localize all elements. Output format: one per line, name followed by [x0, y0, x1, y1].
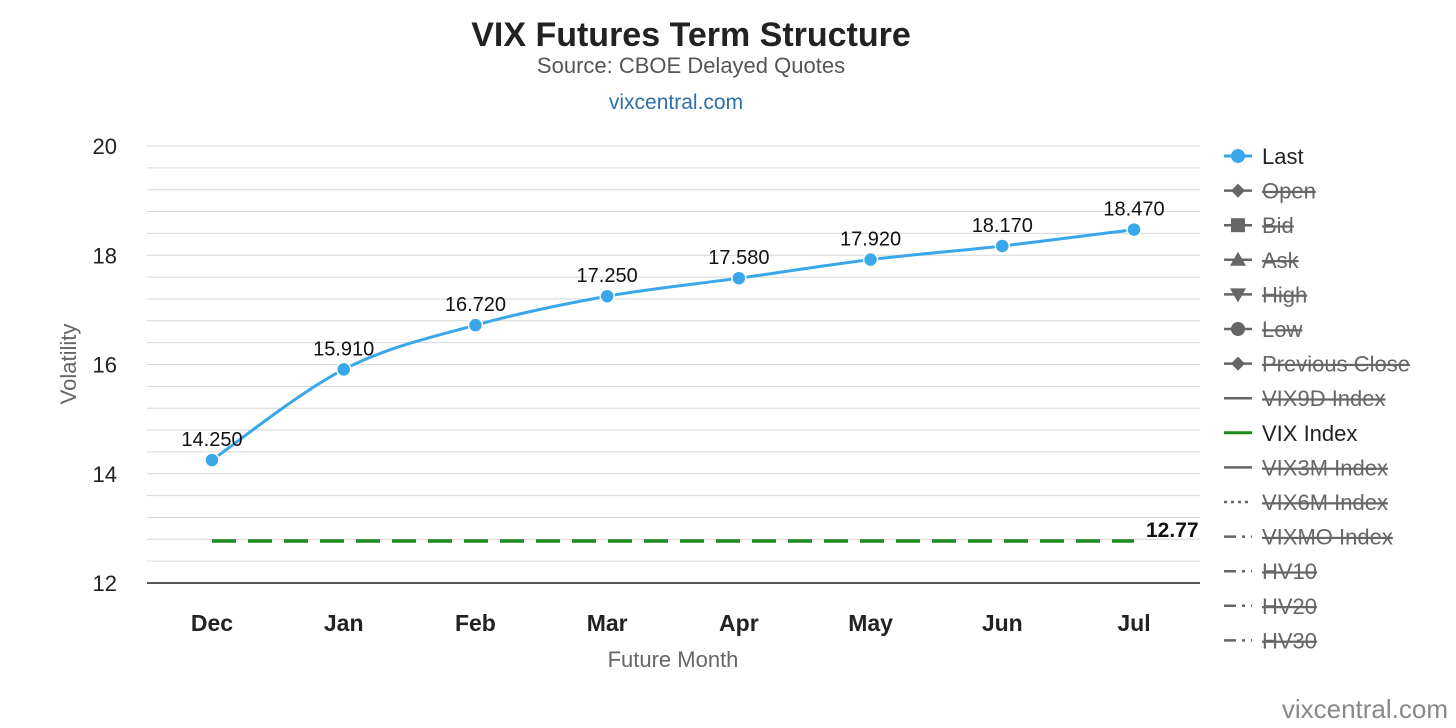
legend-item[interactable]: VIX Index — [1224, 421, 1357, 446]
series-layer: 12.77 14.250 15.910 16.720 17.250 17.580 17.92… — [181, 199, 1199, 543]
plot-grid — [147, 145, 1200, 584]
legend-label: VIX6M Index — [1262, 490, 1388, 515]
legend-label: HV30 — [1262, 628, 1317, 653]
legend-item[interactable]: Previous Close — [1224, 352, 1410, 377]
y-tick-label: 14 — [93, 462, 117, 487]
last-data-point[interactable] — [994, 238, 1011, 254]
credit-link[interactable]: vixcentral.com — [609, 91, 743, 114]
legend-marker — [1231, 149, 1245, 163]
legend-marker — [1231, 183, 1245, 198]
legend-item[interactable]: VIXMO Index — [1224, 525, 1393, 550]
x-tick-label: Apr — [719, 610, 759, 636]
x-tick-label: Feb — [455, 610, 496, 636]
legend-item[interactable]: HV10 — [1224, 559, 1317, 584]
legend-item[interactable]: Open — [1224, 179, 1316, 204]
x-axis: Dec Jan Feb Mar Apr May Jun Jul — [191, 610, 1151, 636]
y-tick-label: 12 — [93, 571, 117, 596]
last-data-label: 17.580 — [708, 247, 769, 269]
legend-label: Previous Close — [1262, 352, 1410, 377]
y-tick-label: 18 — [93, 243, 117, 268]
legend-label: VIX9D Index — [1262, 386, 1386, 411]
last-data-label: 15.910 — [313, 338, 374, 360]
x-axis-title: Future Month — [608, 647, 739, 672]
last-data-point[interactable] — [599, 288, 615, 304]
legend-item[interactable]: High — [1224, 282, 1307, 307]
legend-marker — [1231, 218, 1245, 233]
vix-index-end-label: 12.77 — [1146, 519, 1199, 542]
x-tick-label: Dec — [191, 610, 233, 636]
last-data-point[interactable] — [335, 361, 352, 378]
legend-item[interactable]: Last — [1224, 144, 1304, 169]
legend-label: VIXMO Index — [1262, 525, 1393, 550]
legend-label: Bid — [1262, 213, 1294, 238]
legend-item[interactable]: HV20 — [1224, 594, 1317, 619]
legend-item[interactable]: VIX9D Index — [1224, 386, 1386, 411]
legend-marker — [1230, 251, 1246, 266]
chart-subtitle: Source: CBOE Delayed Quotes — [537, 53, 845, 78]
last-data-point[interactable] — [467, 317, 484, 333]
last-data-label: 17.920 — [840, 229, 901, 251]
x-tick-label: Jan — [324, 610, 364, 636]
legend-marker — [1230, 288, 1246, 303]
legend-label: Open — [1262, 179, 1316, 204]
legend-item[interactable]: VIX3M Index — [1224, 455, 1388, 480]
last-data-label: 17.250 — [577, 265, 638, 287]
y-axis-title: Volatility — [56, 324, 81, 405]
legend-label: VIX3M Index — [1262, 455, 1388, 480]
y-axis: 12 14 16 18 20 — [93, 134, 117, 596]
legend-item[interactable]: Ask — [1224, 248, 1300, 273]
legend-item[interactable]: Bid — [1224, 213, 1294, 238]
last-data-label: 14.250 — [181, 429, 242, 451]
chart-title: VIX Futures Term Structure — [471, 16, 911, 54]
last-data-label: 16.720 — [445, 294, 506, 316]
x-tick-label: Jun — [982, 610, 1023, 636]
legend-label: VIX Index — [1262, 421, 1357, 446]
last-data-label: 18.470 — [1103, 199, 1164, 221]
x-tick-label: May — [848, 610, 893, 636]
legend-label: Ask — [1262, 248, 1300, 273]
legend-label: Last — [1262, 144, 1304, 169]
legend-item[interactable]: Low — [1224, 317, 1302, 342]
legend-label: HV20 — [1262, 594, 1317, 619]
x-tick-label: Mar — [587, 610, 628, 636]
x-tick-label: Jul — [1117, 610, 1150, 636]
legend-marker — [1231, 356, 1245, 371]
legend-item[interactable]: HV30 — [1224, 628, 1317, 653]
legend: Last Open Bid Ask High Low Previous Close VIX9D… — [1224, 144, 1410, 653]
last-data-point[interactable] — [862, 251, 879, 268]
y-tick-label: 20 — [93, 134, 117, 159]
last-data-label: 18.170 — [972, 215, 1033, 237]
last-data-point[interactable] — [731, 270, 747, 286]
watermark: vixcentral.com — [1282, 694, 1448, 724]
legend-label: Low — [1262, 317, 1302, 342]
legend-label: High — [1262, 282, 1307, 307]
last-data-point[interactable] — [204, 452, 220, 468]
legend-label: HV10 — [1262, 559, 1317, 584]
legend-marker — [1231, 322, 1245, 336]
legend-item[interactable]: VIX6M Index — [1224, 490, 1388, 515]
y-tick-label: 16 — [93, 353, 117, 378]
last-data-point[interactable] — [1126, 221, 1142, 238]
